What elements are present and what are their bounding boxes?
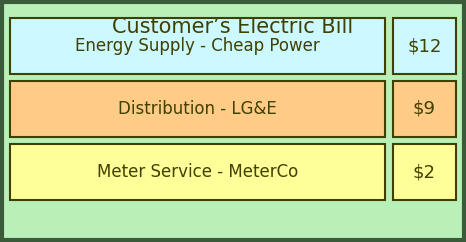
Text: Distribution - LG&E: Distribution - LG&E [118,100,277,118]
FancyBboxPatch shape [10,81,385,137]
Text: $2: $2 [413,163,436,181]
FancyBboxPatch shape [393,81,456,137]
FancyBboxPatch shape [10,18,385,74]
FancyBboxPatch shape [10,144,385,200]
FancyBboxPatch shape [393,18,456,74]
Text: Meter Service - MeterCo: Meter Service - MeterCo [97,163,298,181]
Text: $9: $9 [413,100,436,118]
Text: Customer’s Electric Bill: Customer’s Electric Bill [112,17,354,37]
Text: Energy Supply - Cheap Power: Energy Supply - Cheap Power [75,37,320,55]
FancyBboxPatch shape [393,144,456,200]
Text: $12: $12 [407,37,442,55]
